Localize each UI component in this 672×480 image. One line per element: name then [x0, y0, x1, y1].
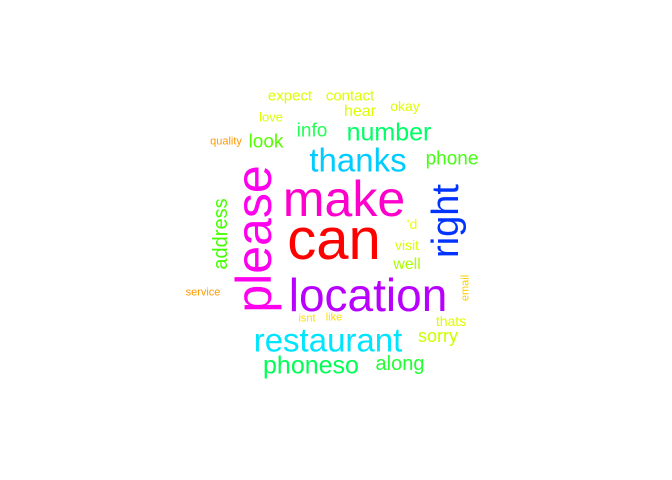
word-well: well [393, 256, 421, 273]
word-phone: phone [425, 148, 479, 170]
word-okay: okay [390, 98, 420, 114]
word-visit: visit [394, 237, 420, 253]
word-hear: hear [343, 103, 377, 120]
word-isnt: isnt [298, 312, 316, 325]
word-location: location [288, 269, 448, 321]
word-info: info [296, 120, 328, 142]
word-address: address [210, 198, 232, 270]
word-thanks: thanks [309, 141, 407, 179]
word-like: like [325, 311, 343, 324]
word-love: love [259, 109, 283, 125]
word-right: right [425, 184, 467, 258]
word-restaurant: restaurant [253, 321, 403, 359]
word-d: 'd [406, 216, 418, 232]
word-look: look [248, 131, 284, 153]
word-phoneso: phoneso [263, 351, 359, 380]
word-number: number [346, 118, 432, 147]
word-quality: quality [210, 135, 242, 148]
word-sorry: sorry [418, 326, 458, 346]
word-email: email [459, 274, 472, 302]
word-contact: contact [325, 87, 375, 105]
word-expect: expect [267, 87, 313, 105]
word-along: along [375, 353, 425, 375]
word-service: service [185, 286, 221, 299]
word-thats: thats [435, 313, 467, 329]
word-make: make [282, 171, 406, 227]
word-please: please [226, 165, 282, 313]
word-can: can [287, 207, 381, 272]
